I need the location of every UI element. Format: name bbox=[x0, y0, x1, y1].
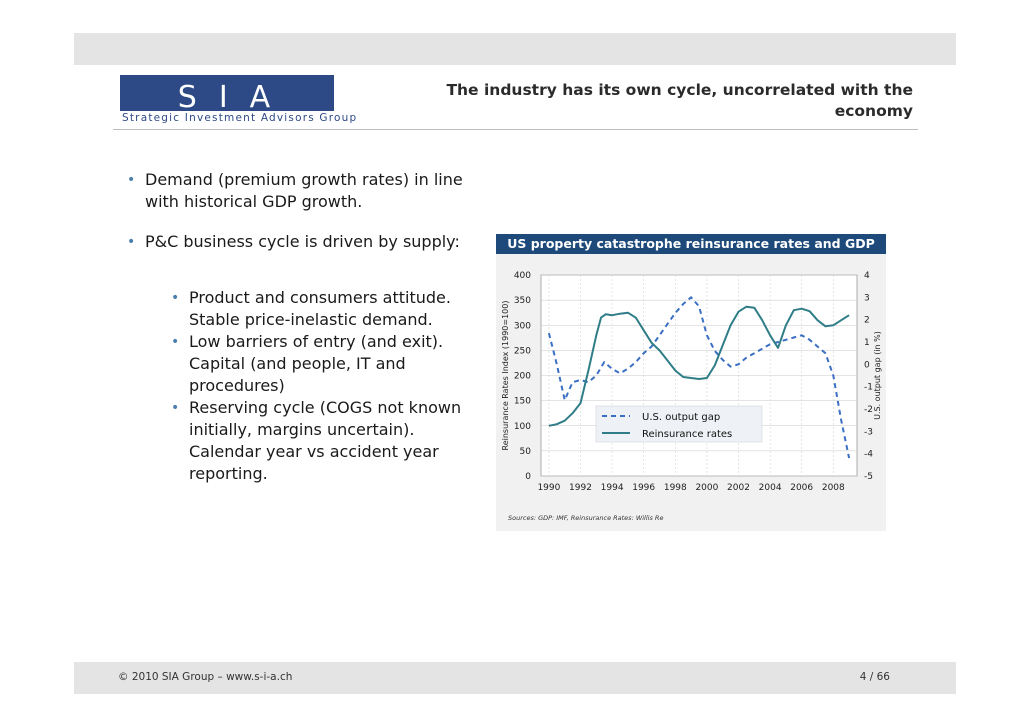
bullet-dot-icon: • bbox=[127, 234, 136, 250]
x-tick-label: 2004 bbox=[759, 483, 782, 493]
y-axis-label: Reinsurance Rates Index (1990=100) bbox=[501, 301, 510, 451]
legend-label: Reinsurance rates bbox=[642, 429, 732, 440]
series-line-reinsurance-rates bbox=[548, 305, 850, 427]
sia-logo: SIA Strategic Investment Advisors Group bbox=[120, 75, 358, 125]
x-tick-label: 2000 bbox=[695, 483, 718, 493]
y2-tick-label: 0 bbox=[864, 360, 870, 370]
footer-copyright: © 2010 SIA Group – www.s-i-a.ch bbox=[118, 671, 293, 683]
logo-box: SIA bbox=[120, 75, 334, 115]
y2-tick-label: 4 bbox=[864, 271, 870, 281]
logo-tagline: Strategic Investment Advisors Group bbox=[122, 112, 358, 124]
y-tick-label: 0 bbox=[525, 472, 531, 482]
chart-panel: US property catastrophe reinsurance rate… bbox=[496, 234, 886, 531]
slide-title: The industry has its own cycle, uncorrel… bbox=[446, 81, 913, 120]
bullet-dot-icon: • bbox=[171, 290, 180, 306]
bullet-text: P&C business cycle is driven by supply: bbox=[145, 232, 460, 251]
header-band bbox=[74, 33, 956, 65]
footer-band bbox=[74, 662, 956, 694]
page-number: 4 / 66 bbox=[859, 671, 890, 683]
sub-bullet-barriers: • Low barriers of entry (and exit). Capi… bbox=[113, 331, 473, 397]
y2-tick-label: -1 bbox=[864, 383, 873, 393]
y2-tick-label: -4 bbox=[864, 450, 873, 460]
y2-tick-label: -2 bbox=[864, 405, 873, 415]
x-tick-label: 2006 bbox=[790, 483, 813, 493]
bullet-dot-icon: • bbox=[127, 172, 136, 188]
bullet-text: Demand (premium growth rates) in line wi… bbox=[145, 170, 463, 211]
bullet-text: Product and consumers attitude. Stable p… bbox=[189, 288, 451, 329]
y-tick-label: 100 bbox=[514, 422, 531, 432]
y2-tick-label: 3 bbox=[864, 293, 870, 303]
y-tick-label: 50 bbox=[520, 447, 532, 457]
y-tick-label: 250 bbox=[514, 346, 531, 356]
x-tick-label: 2002 bbox=[727, 483, 750, 493]
y-tick-label: 350 bbox=[514, 296, 531, 306]
y-tick-label: 200 bbox=[514, 372, 531, 382]
x-tick-label: 1990 bbox=[537, 483, 560, 493]
bullet-text: Low barriers of entry (and exit). Capita… bbox=[189, 332, 444, 395]
x-tick-label: 1998 bbox=[664, 483, 687, 493]
legend-label: U.S. output gap bbox=[642, 412, 720, 423]
bullet-text: Reserving cycle (COGS not known initiall… bbox=[189, 398, 462, 483]
x-tick-label: 1994 bbox=[601, 483, 624, 493]
bullet-dot-icon: • bbox=[171, 334, 180, 350]
title-divider bbox=[113, 129, 918, 130]
y2-axis-label: U.S. output gap (in %) bbox=[873, 331, 882, 420]
legend-box bbox=[595, 405, 763, 443]
bullet-item-supply: • P&C business cycle is driven by supply… bbox=[113, 231, 473, 253]
series-line-output-gap bbox=[547, 296, 851, 459]
y2-tick-label: 2 bbox=[864, 316, 870, 326]
y-tick-label: 150 bbox=[514, 397, 531, 407]
x-tick-label: 1996 bbox=[632, 483, 655, 493]
logo-letters: SIA bbox=[177, 80, 293, 115]
y-tick-label: 300 bbox=[514, 321, 531, 331]
chart-title: US property catastrophe reinsurance rate… bbox=[496, 234, 886, 254]
reinsurance-gdp-chart: 0 50 100 150 200 250 300 350 400 -5 -4 -3 -2 -1 0 1 2 3 4 1… bbox=[501, 271, 882, 522]
y-tick-label: 400 bbox=[514, 271, 531, 281]
y2-tick-label: 1 bbox=[864, 338, 870, 348]
source-note: Sources: GDP: IMF, Reinsurance Rates: Wi… bbox=[508, 514, 663, 522]
x-tick-label: 2008 bbox=[822, 483, 845, 493]
bullet-dot-icon: • bbox=[171, 400, 180, 416]
bullet-item-demand: • Demand (premium growth rates) in line … bbox=[113, 169, 473, 213]
bullet-list: • Demand (premium growth rates) in line … bbox=[113, 169, 473, 485]
y2-tick-label: -3 bbox=[864, 427, 873, 437]
y2-tick-label: -5 bbox=[864, 472, 873, 482]
x-tick-label: 1992 bbox=[569, 483, 592, 493]
sub-bullet-reserving: • Reserving cycle (COGS not known initia… bbox=[113, 397, 473, 485]
sub-bullet-product: • Product and consumers attitude. Stable… bbox=[113, 287, 473, 331]
